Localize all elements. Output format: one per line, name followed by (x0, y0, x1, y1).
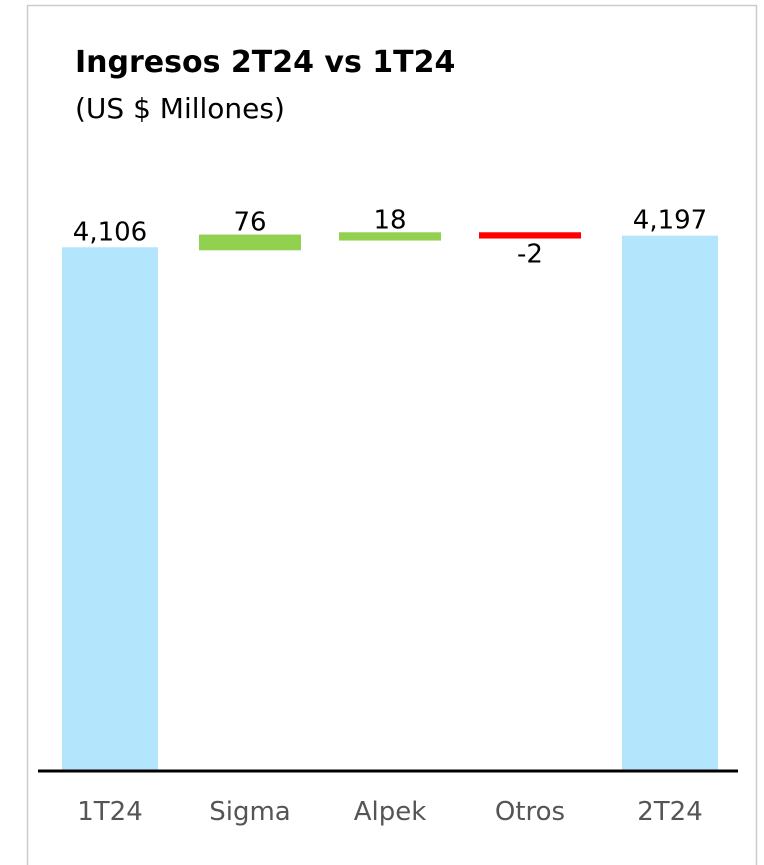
bar (339, 232, 441, 241)
value-label: 4,106 (73, 217, 147, 247)
chart-subtitle: (US $ Millones) (75, 92, 285, 125)
x-tick-label: 1T24 (77, 797, 143, 827)
x-tick-label: Otros (495, 797, 565, 827)
bar (199, 234, 301, 251)
chart-title: Ingresos 2T24 vs 1T24 (75, 45, 455, 80)
x-tick-label: Sigma (209, 797, 291, 827)
x-tick-label: Alpek (354, 797, 427, 827)
value-label: 4,197 (633, 206, 707, 236)
x-tick-label: 2T24 (637, 797, 703, 827)
bar (622, 235, 718, 771)
value-label: 18 (373, 205, 406, 235)
value-label: 76 (233, 208, 266, 238)
bar (62, 247, 158, 771)
value-label: -2 (517, 240, 543, 270)
